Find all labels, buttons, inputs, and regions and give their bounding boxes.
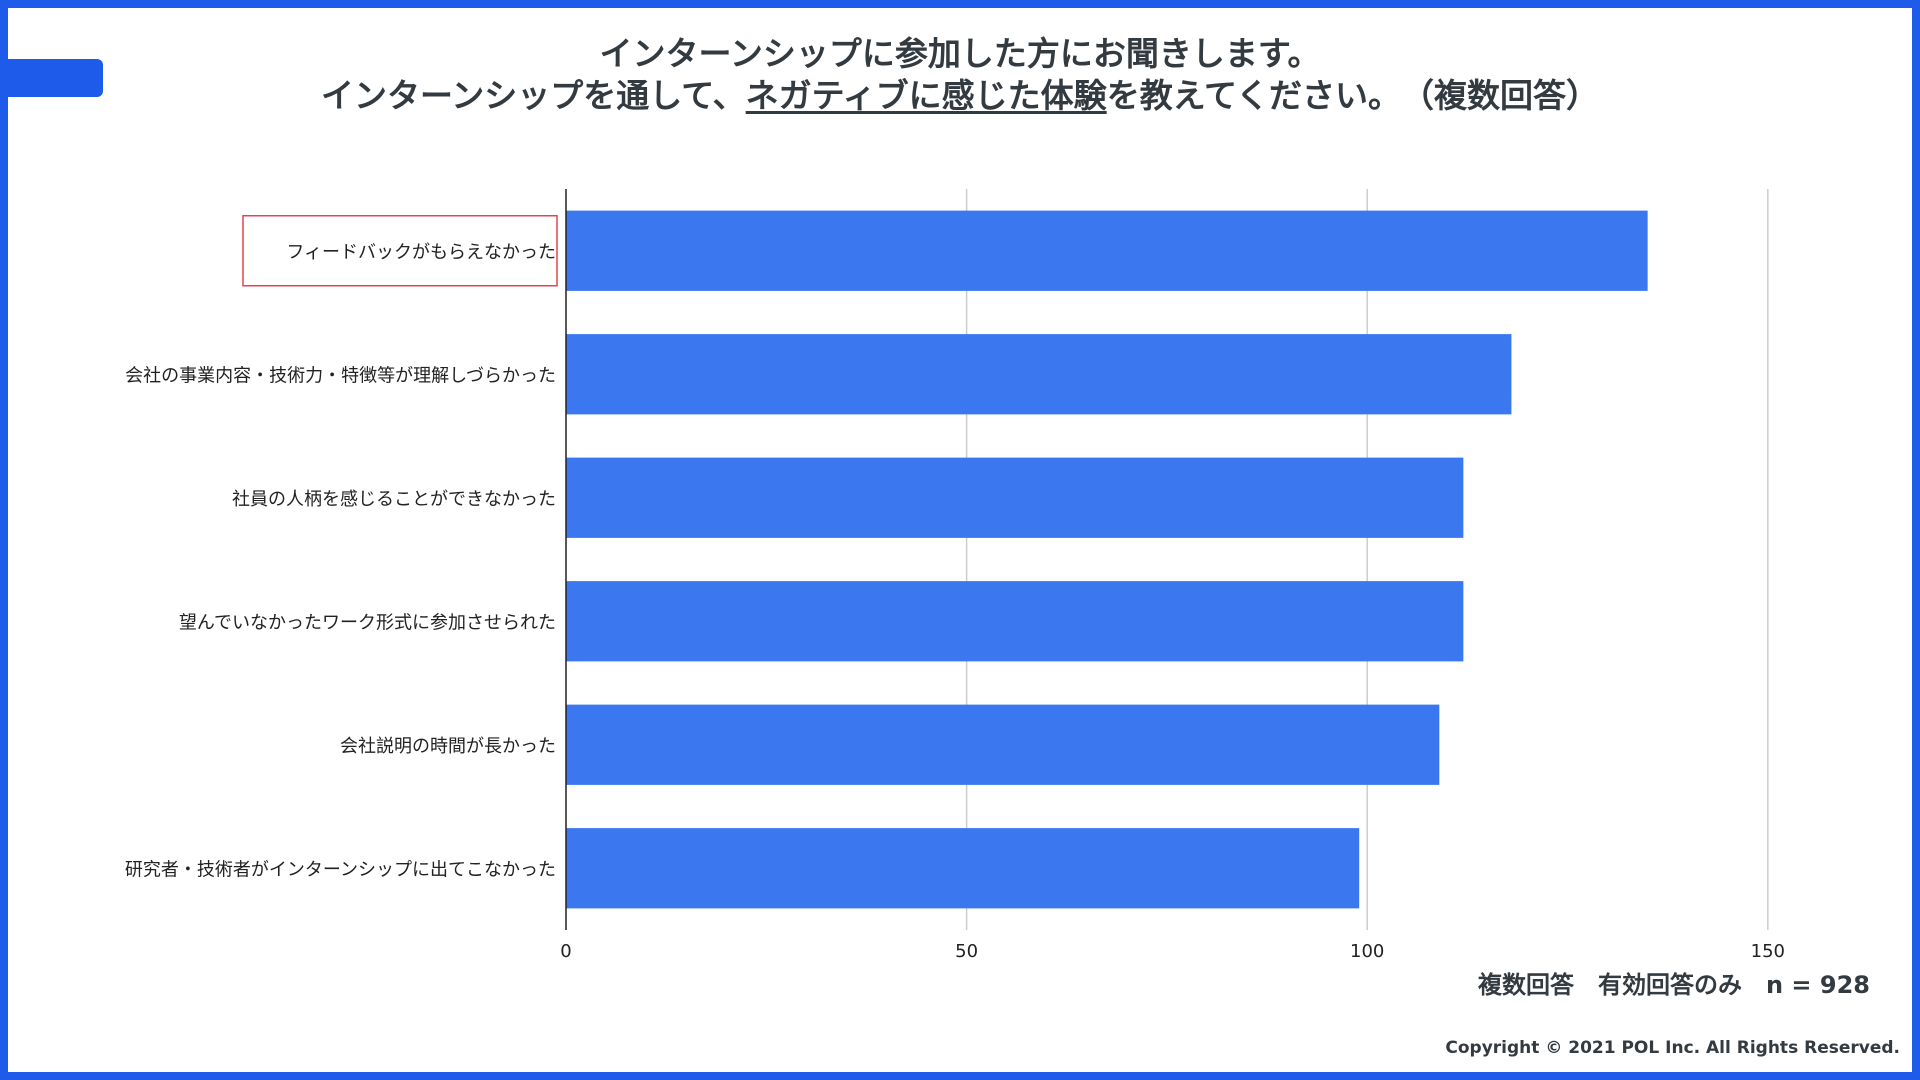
bar-1 — [566, 334, 1512, 415]
highlight-box — [242, 215, 558, 287]
title-line-2-underlined: ネガティブに感じた体験 — [745, 76, 1107, 115]
title-line-1: インターンシップに参加した方にお聞きします。 — [599, 34, 1321, 73]
sample-note: 複数回答 有効回答のみ n = 928 — [1477, 971, 1870, 999]
bar-2 — [566, 457, 1464, 538]
accent-tab — [0, 59, 103, 97]
category-label-5: 研究者・技術者がインターンシップに出てこなかった — [125, 859, 556, 880]
category-label-0: フィードバックがもらえなかった — [286, 242, 556, 263]
bar-3 — [566, 581, 1464, 662]
title-line-2-pre: インターンシップを通して、 — [320, 76, 746, 115]
x-tick-label-150: 150 — [1751, 941, 1785, 962]
x-tick-label-50: 50 — [955, 941, 978, 962]
category-label-4: 会社説明の時間が長かった — [340, 736, 556, 757]
category-label-3: 望んでいなかったワーク形式に参加させられた — [179, 612, 556, 633]
category-label-1: 会社の事業内容・技術力・特徴等が理解しづらかった — [125, 365, 556, 386]
category-label-2: 社員の人柄を感じることができなかった — [232, 489, 556, 510]
title-line-2-post: を教えてください。 （複数回答） — [1106, 76, 1600, 115]
slide-title: インターンシップに参加した方にお聞きします。 インターンシップを通して、ネガティ… — [0, 33, 1920, 117]
title-line-2: インターンシップを通して、ネガティブに感じた体験を教えてください。 （複数回答） — [0, 75, 1920, 117]
copyright: Copyright © 2021 POL Inc. All Rights Res… — [1445, 1038, 1900, 1058]
x-tick-label-100: 100 — [1350, 941, 1384, 962]
bar-5 — [566, 828, 1360, 909]
x-tick-label-0: 0 — [560, 941, 571, 962]
bar-0 — [566, 210, 1648, 291]
bar-4 — [566, 704, 1440, 785]
